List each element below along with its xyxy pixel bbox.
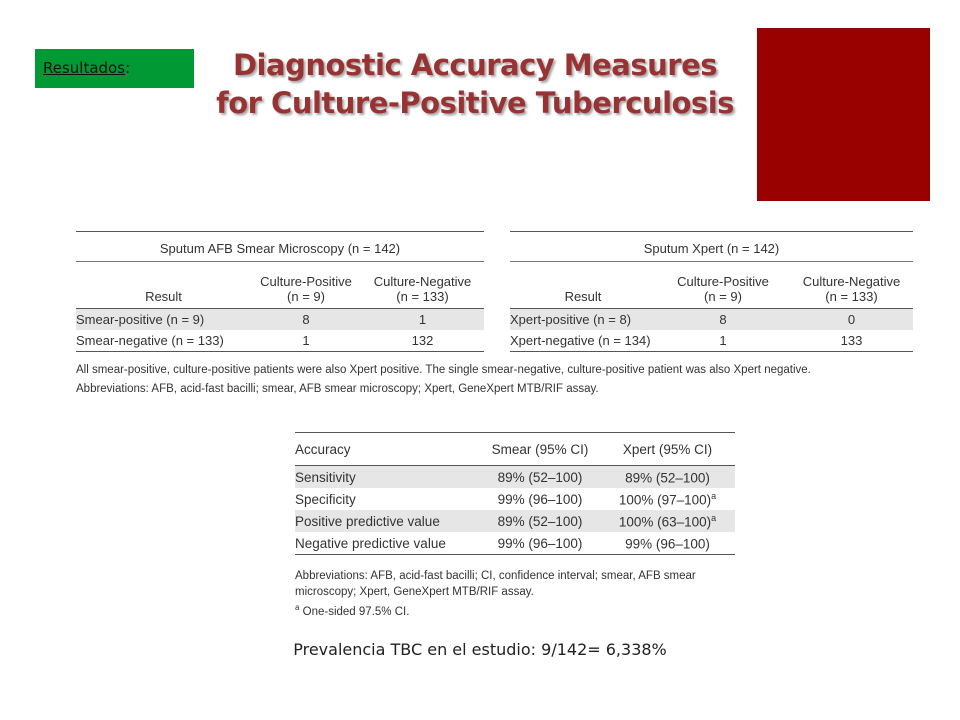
table-row: Smear-negative (n = 133) 1 132 bbox=[76, 330, 484, 352]
xpert-col-result: Result bbox=[564, 289, 602, 304]
smear-col-culture-positive: Culture-Positive (n = 9) bbox=[260, 274, 352, 304]
results-badge-colon: : bbox=[125, 59, 131, 77]
table-row: Xpert-positive (n = 8) 8 0 bbox=[510, 309, 913, 330]
xpert-table-header: Result Culture-Positive (n = 9) Culture-N… bbox=[510, 262, 913, 309]
accuracy-table: Accuracy Smear (95% CI) Xpert (95% CI) S… bbox=[295, 432, 735, 555]
prevalence-text: Prevalencia TBC en el estudio: 9/142= 6,… bbox=[293, 640, 667, 659]
table-note-abbreviations: Abbreviations: AFB, acid-fast bacilli; s… bbox=[76, 383, 599, 395]
table-row: Sensitivity 89% (52–100) 89% (52–100) bbox=[295, 466, 735, 488]
results-badge: Resultados: bbox=[35, 49, 194, 88]
table-note-1: All smear-positive, culture-positive pat… bbox=[76, 364, 811, 376]
xpert-table: Sputum Xpert (n = 142) Result Culture-Po… bbox=[510, 231, 913, 352]
xpert-table-group-title: Sputum Xpert (n = 142) bbox=[643, 241, 780, 256]
xpert-col-culture-negative: Culture-Negative (n = 133) bbox=[802, 274, 901, 304]
slide-title: Diagnostic Accuracy Measures for Culture… bbox=[200, 46, 750, 122]
accuracy-col-xpert: Xpert (95% CI) bbox=[622, 441, 713, 457]
table-row: Smear-positive (n = 9) 8 1 bbox=[76, 309, 484, 330]
accuracy-table-header: Accuracy Smear (95% CI) Xpert (95% CI) bbox=[295, 432, 735, 466]
slide-title-line1: Diagnostic Accuracy Measures bbox=[232, 48, 718, 82]
table-row: Negative predictive value 99% (96–100) 9… bbox=[295, 532, 735, 555]
table-row: Specificity 99% (96–100) 100% (97–100)a bbox=[295, 490, 717, 508]
accuracy-col-label: Accuracy bbox=[295, 441, 351, 457]
xpert-col-culture-positive: Culture-Positive (n = 9) bbox=[677, 274, 769, 304]
slide-title-line2: for Culture-Positive Tuberculosis bbox=[216, 86, 734, 120]
accuracy-col-smear: Smear (95% CI) bbox=[491, 441, 589, 457]
smear-col-result: Result bbox=[145, 289, 182, 304]
accuracy-footnote: a One-sided 97.5% CI. bbox=[295, 603, 410, 618]
table-row: Positive predictive value 89% (52–100) 1… bbox=[295, 510, 735, 532]
table-row: Xpert-negative (n = 134) 1 133 bbox=[510, 330, 913, 352]
smear-table: Sputum AFB Smear Microscopy (n = 142) Re… bbox=[76, 231, 484, 352]
smear-table-group-title: Sputum AFB Smear Microscopy (n = 142) bbox=[159, 241, 401, 256]
accent-block bbox=[757, 28, 930, 201]
smear-table-header: Result Culture-Positive (n = 9) Culture-N… bbox=[76, 262, 484, 309]
smear-col-culture-negative: Culture-Negative (n = 133) bbox=[373, 274, 472, 304]
accuracy-note: Abbreviations: AFB, acid-fast bacilli; C… bbox=[295, 568, 745, 620]
results-badge-label: Resultados bbox=[43, 59, 126, 77]
